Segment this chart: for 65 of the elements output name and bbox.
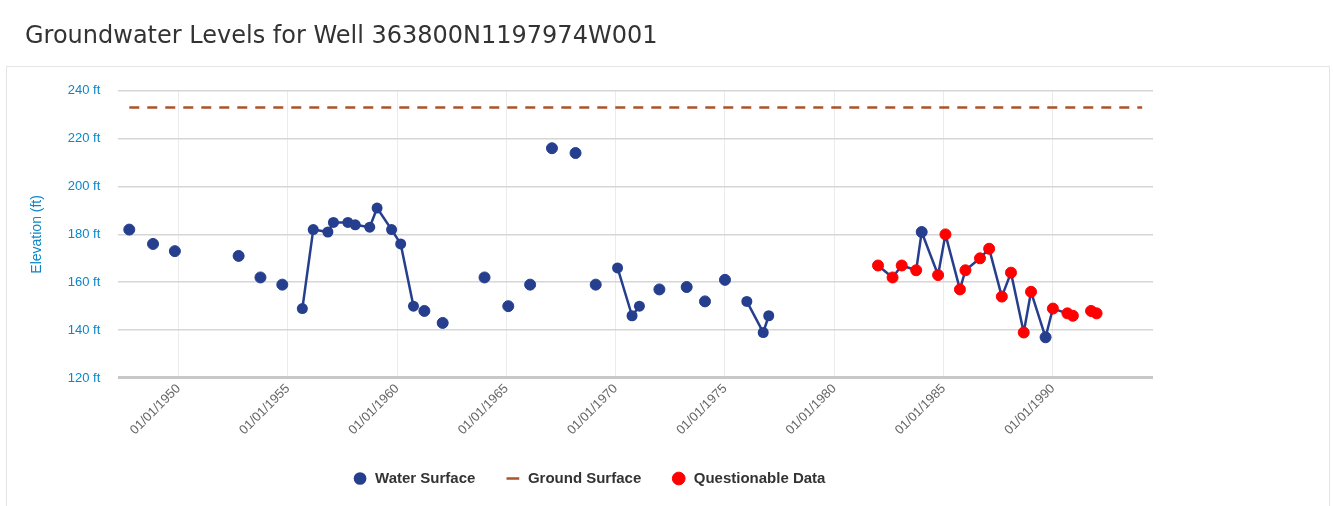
- point: [680, 281, 693, 294]
- point: [741, 295, 753, 307]
- point: [168, 245, 181, 258]
- y-tick-label: 160 ft: [67, 273, 101, 289]
- point: [939, 228, 952, 241]
- point: [763, 310, 775, 322]
- point: [524, 278, 537, 291]
- y-tick-label: 180 ft: [67, 225, 101, 241]
- point: [147, 237, 160, 250]
- point: [1004, 266, 1017, 279]
- point: [545, 142, 558, 155]
- point: [1017, 326, 1030, 339]
- point: [327, 216, 339, 228]
- point: [395, 238, 407, 250]
- point: [959, 264, 972, 277]
- point: [254, 271, 267, 284]
- point: [407, 300, 419, 312]
- point: [983, 242, 996, 255]
- point: [626, 310, 638, 322]
- point: [307, 224, 319, 236]
- point: [436, 316, 449, 329]
- point: [633, 300, 645, 312]
- point: [953, 283, 966, 296]
- point: [612, 262, 624, 274]
- point: [718, 273, 731, 286]
- point: [973, 252, 986, 265]
- point: [1066, 309, 1079, 322]
- point: [895, 259, 908, 272]
- point: [1090, 307, 1103, 320]
- point: [123, 223, 136, 236]
- point: [349, 219, 361, 231]
- point: [932, 269, 945, 282]
- point: [232, 249, 245, 262]
- point: [322, 226, 334, 238]
- y-tick-label: 220 ft: [67, 130, 101, 146]
- legend-label: Ground Surface: [527, 468, 642, 486]
- y-tick-label: 120 ft: [67, 369, 101, 385]
- point: [872, 259, 885, 272]
- point: [502, 300, 515, 313]
- y-tick-label: 140 ft: [67, 321, 101, 337]
- point: [915, 225, 928, 238]
- y-tick-label: 240 ft: [67, 82, 101, 98]
- point: [589, 278, 602, 291]
- point: [418, 304, 431, 317]
- point: [371, 202, 383, 214]
- point: [386, 224, 398, 236]
- point: [698, 295, 711, 308]
- point: [364, 221, 376, 233]
- point: [1039, 331, 1052, 344]
- legend-label: Questionable Data: [693, 468, 827, 486]
- point: [478, 271, 491, 284]
- chart-title: Groundwater Levels for Well 363800N1197974W001: [25, 20, 658, 49]
- point: [569, 147, 582, 160]
- point: [1046, 302, 1059, 315]
- point: [995, 290, 1008, 303]
- y-axis-title: Elevation (ft): [28, 195, 45, 274]
- point: [296, 303, 308, 315]
- point: [757, 327, 769, 338]
- point: [910, 264, 923, 277]
- point: [886, 271, 899, 284]
- point: [276, 278, 289, 291]
- y-tick-label: 200 ft: [67, 178, 101, 194]
- legend-label: Water Surface: [375, 468, 476, 486]
- point: [653, 283, 666, 296]
- point: [1025, 285, 1038, 298]
